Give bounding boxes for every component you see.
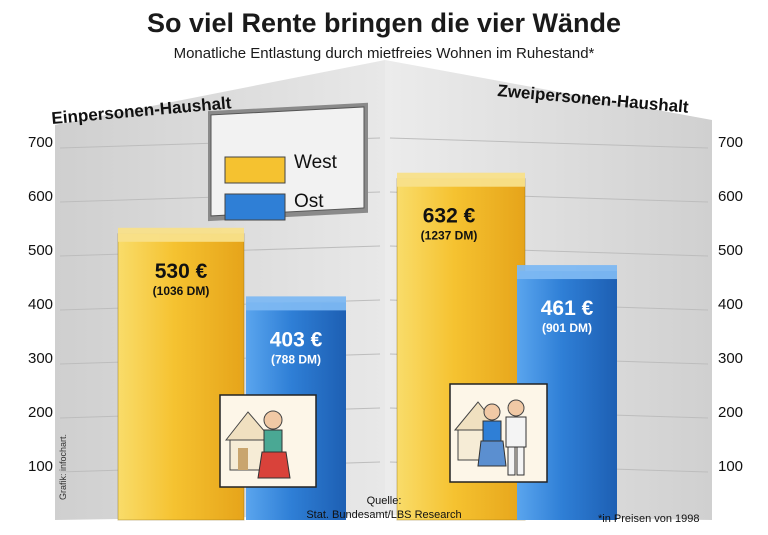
bar-ost-zweipersonen-dm-label: (901 DM) [542, 321, 592, 335]
legend-label-ost: Ost [294, 191, 324, 212]
y-tick-right: 700 [718, 134, 743, 151]
source-label: Quelle: [367, 495, 402, 507]
bar-west-zweipersonen-value-label: 632 € [423, 205, 476, 228]
y-tick-left: 100 [28, 458, 53, 475]
bar-west-einpersonen-dm-label: (1036 DM) [153, 284, 210, 298]
bar-west-zweipersonen-dm-label: (1237 DM) [421, 229, 478, 243]
bar-west-zweipersonen-top [397, 172, 525, 187]
y-tick-left: 700 [28, 134, 53, 151]
chart-subtitle: Monatliche Entlastung durch mietfreies W… [174, 45, 595, 62]
y-tick-left: 400 [28, 296, 53, 313]
bar-ost-einpersonen-value-label: 403 € [270, 328, 323, 351]
credit: Grafik: infochart. [58, 434, 68, 500]
legend: West Ost [208, 102, 368, 222]
y-tick-left: 600 [28, 188, 53, 205]
source-text: Stat. Bundesamt/LBS Research [306, 509, 461, 521]
legend-label-west: West [294, 152, 338, 173]
y-tick-right: 600 [718, 188, 743, 205]
y-axis-right: 100 200 300 400 500 600 700 [718, 134, 743, 475]
y-tick-left: 500 [28, 242, 53, 259]
y-tick-left: 300 [28, 350, 53, 367]
chart-title: So viel Rente bringen die vier Wände [147, 8, 621, 38]
y-tick-left: 200 [28, 404, 53, 421]
gridline-right [389, 137, 709, 149]
bar-ost-einpersonen-top [246, 296, 346, 311]
bar-west-einpersonen-value-label: 530 € [155, 260, 208, 283]
bar-ost-zweipersonen-value-label: 461 € [541, 297, 594, 320]
illustration-single-person [219, 394, 317, 488]
legend-swatch-ost [224, 193, 286, 221]
illustration-couple [449, 383, 548, 483]
y-tick-right: 400 [718, 296, 743, 313]
bar-west-einpersonen-top [118, 227, 244, 242]
y-axis-left: 100 200 300 400 500 600 700 [28, 134, 53, 475]
y-tick-right: 100 [718, 458, 743, 475]
footnote: *in Preisen von 1998 [598, 513, 700, 525]
legend-swatch-west [224, 156, 286, 184]
y-tick-right: 200 [718, 404, 743, 421]
y-tick-right: 300 [718, 350, 743, 367]
bar-ost-einpersonen-dm-label: (788 DM) [271, 352, 321, 366]
y-tick-right: 500 [718, 242, 743, 259]
bar-ost-zweipersonen-top [517, 265, 617, 280]
